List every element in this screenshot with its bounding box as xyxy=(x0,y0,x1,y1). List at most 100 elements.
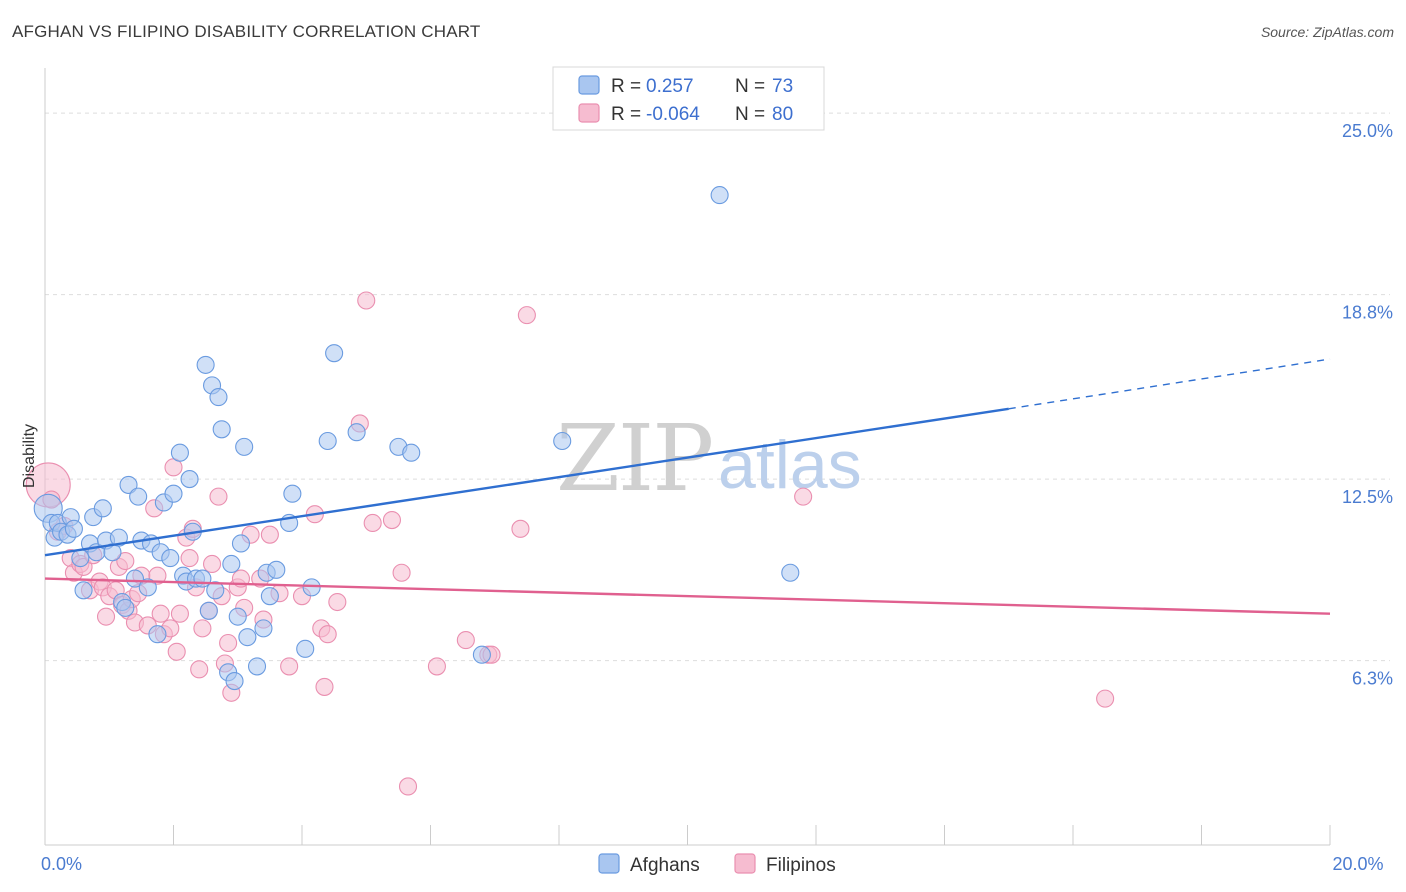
afghan-trend-line xyxy=(44,407,1009,557)
filipino-point-17 xyxy=(116,551,135,571)
afghan-point-42 xyxy=(212,420,231,439)
afghan-point-67 xyxy=(781,563,800,582)
legend-swatch-filipinos xyxy=(578,103,600,123)
afghan-point-7 xyxy=(64,519,83,538)
trend-lines xyxy=(44,358,1331,615)
data-points xyxy=(25,186,1115,796)
afghan-point-48 xyxy=(235,437,254,456)
x-tick-label-0: 0.0% xyxy=(41,854,82,874)
afghan-point-46 xyxy=(228,607,247,626)
legend-n-value-1: 73 xyxy=(772,76,793,97)
axes xyxy=(44,68,1331,846)
afghan-point-44 xyxy=(222,554,241,574)
afghan-point-49 xyxy=(238,628,257,647)
afghan-point-58 xyxy=(302,578,321,597)
afghan-point-25 xyxy=(148,625,167,644)
chart-title: AFGHAN VS FILIPINO DISABILITY CORRELATIO… xyxy=(12,22,481,41)
filipino-point-71 xyxy=(517,306,536,325)
filipino-point-57 xyxy=(315,677,334,696)
bottom-legend-swatch-afghans xyxy=(598,853,620,874)
filipino-point-66 xyxy=(427,657,446,676)
afghan-point-63 xyxy=(402,443,421,462)
afghan-point-18 xyxy=(116,598,135,617)
grid-lines xyxy=(45,112,1390,662)
afghan-point-60 xyxy=(325,344,344,363)
afghan-point-30 xyxy=(170,443,189,462)
legend-r-value-1: 0.257 xyxy=(646,76,694,97)
legend-n-label-1: N = xyxy=(735,76,765,97)
x-tick-labels: 0.0% 20.0% xyxy=(41,854,1384,874)
afghan-point-33 xyxy=(180,470,199,489)
filipino-point-59 xyxy=(328,592,347,612)
bottom-legend-label-afghans: Afghans xyxy=(630,855,700,876)
filipino-point-31 xyxy=(170,604,189,623)
filipino-point-72 xyxy=(794,487,813,506)
afghan-point-45 xyxy=(225,672,244,691)
legend-r-value-2: -0.064 xyxy=(646,104,700,125)
y-tick-label-0: 6.3% xyxy=(1352,669,1393,689)
afghan-point-8 xyxy=(71,549,90,568)
afghan-point-16 xyxy=(109,528,128,547)
filipino-point-64 xyxy=(392,563,411,582)
afghan-point-9 xyxy=(74,581,93,600)
afghan-point-53 xyxy=(260,587,279,606)
filipino-point-26 xyxy=(151,604,170,623)
afghan-point-41 xyxy=(209,388,228,407)
legend-r-label-1: R = xyxy=(611,76,641,97)
afghan-point-20 xyxy=(125,569,144,588)
afghan-point-64 xyxy=(472,645,491,664)
filipino-point-40 xyxy=(209,487,228,506)
filipino-point-53 xyxy=(280,657,299,676)
afghan-point-37 xyxy=(196,355,215,374)
afghan-point-51 xyxy=(254,619,273,638)
afghan-point-23 xyxy=(138,578,157,597)
legend-n-value-2: 80 xyxy=(772,104,793,125)
filipino-point-61 xyxy=(357,291,376,310)
filipino-point-37 xyxy=(193,619,212,638)
afghan-point-29 xyxy=(164,484,183,503)
filipino-point-65 xyxy=(398,777,418,796)
afghan-point-13 xyxy=(93,499,112,518)
afghan-trend-extension xyxy=(1008,358,1331,410)
y-axis-title: Disability xyxy=(21,424,38,488)
y-tick-label-1: 12.5% xyxy=(1342,487,1393,507)
afghan-point-65 xyxy=(553,431,572,451)
filipino-point-70 xyxy=(511,519,530,538)
x-tick-label-1: 20.0% xyxy=(1332,854,1383,874)
filipino-point-39 xyxy=(203,554,222,574)
bottom-legend-swatch-filipinos xyxy=(734,853,756,874)
afghan-point-66 xyxy=(710,186,729,205)
legend: R = 0.257 N = 73 R = -0.064 N = 80 xyxy=(552,66,825,131)
afghan-point-40 xyxy=(206,581,225,600)
legend-swatch-afghans xyxy=(578,75,600,95)
afghan-point-21 xyxy=(129,487,148,506)
filipino-point-73 xyxy=(1096,689,1115,708)
bottom-legend-label-filipinos: Filipinos xyxy=(766,855,836,876)
afghan-point-28 xyxy=(161,549,180,568)
bottom-legend: Afghans Filipinos xyxy=(598,853,836,876)
filipino-point-25 xyxy=(148,566,167,585)
y-tick-label-2: 18.8% xyxy=(1342,303,1393,323)
afghan-point-50 xyxy=(247,657,267,676)
watermark: ZIP atlas xyxy=(556,405,862,512)
filipino-trend-line xyxy=(44,577,1331,615)
legend-r-label-2: R = xyxy=(611,104,641,125)
afghan-point-56 xyxy=(283,484,302,503)
afghan-point-47 xyxy=(231,534,251,553)
y-tick-label-3: 25.0% xyxy=(1342,121,1393,141)
afghan-point-59 xyxy=(318,431,337,451)
filipino-point-62 xyxy=(363,513,382,533)
watermark-atlas: atlas xyxy=(718,427,862,503)
filipino-point-51 xyxy=(260,525,279,544)
afghan-point-61 xyxy=(347,423,366,442)
filipino-point-67 xyxy=(456,631,475,650)
legend-n-label-2: N = xyxy=(735,104,765,125)
afghan-point-19 xyxy=(119,475,138,494)
source-label: Source: ZipAtlas.com xyxy=(1260,24,1394,40)
y-tick-labels: 6.3% 12.5% 18.8% 25.0% xyxy=(1342,121,1393,688)
afghan-point-57 xyxy=(296,639,315,658)
filipino-point-43 xyxy=(219,633,238,653)
filipino-point-12 xyxy=(96,607,116,626)
filipino-point-30 xyxy=(167,642,186,661)
